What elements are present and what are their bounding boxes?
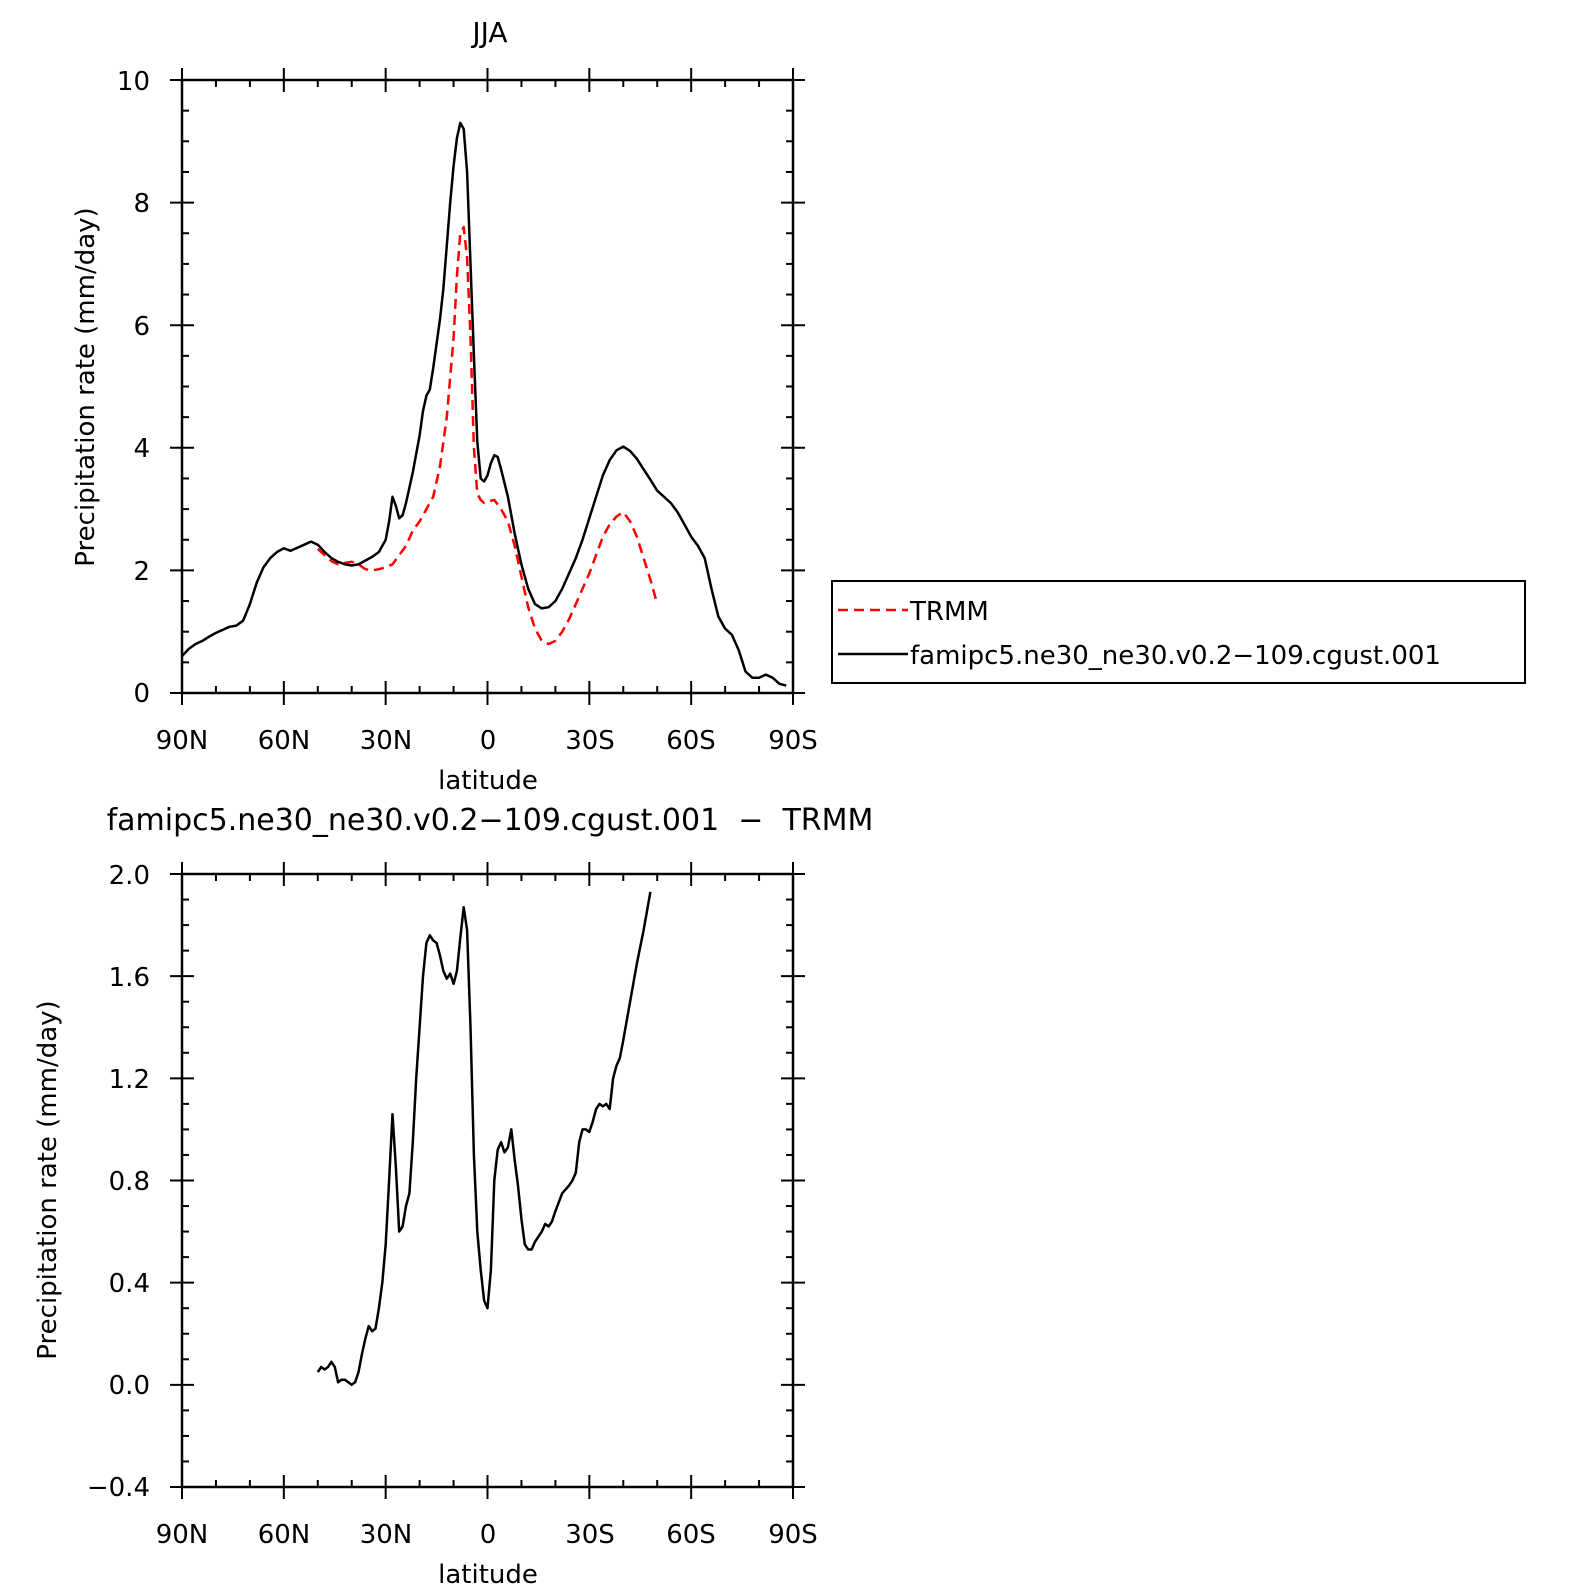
top-x-tick-label-30n: 30N [360, 726, 413, 756]
top-title: JJA [470, 16, 507, 49]
top-x-tick-label-0: 0 [480, 726, 497, 756]
top-y-tick-labels: 0 2 4 6 8 10 [117, 67, 150, 709]
top-y-tick-label-10: 10 [117, 67, 150, 97]
top-y-axis-label: Precipitation rate (mm/day) [71, 207, 101, 566]
top-x-tick-labels: 90N 60N 30N 0 30S 60S 90S [156, 726, 818, 756]
bottom-y-tick-label-1-6: 1.6 [109, 963, 150, 993]
bottom-x-tick-labels: 90N 60N 30N 0 30S 60S 90S [156, 1520, 818, 1550]
bottom-y-tick-label-0-4: 0.4 [109, 1269, 150, 1299]
top-y-tick-label-8: 8 [133, 189, 150, 219]
bottom-plot-frame [180, 872, 795, 1489]
top-ticks [170, 68, 805, 705]
bottom-x-tick-label-90s: 90S [768, 1520, 818, 1550]
top-series-line-0 [316, 225, 659, 646]
top-x-tick-label-90n: 90N [156, 726, 209, 756]
top-x-tick-label-60n: 60N [258, 726, 311, 756]
bottom-y-tick-label-2-0: 2.0 [109, 861, 150, 891]
legend-box [831, 580, 1526, 684]
bottom-panel: famipc5.ne30_ne30.v0.2−109.cgust.001 − T… [33, 803, 873, 1590]
top-y-tick-label-0: 0 [133, 679, 150, 709]
bottom-x-tick-label-0: 0 [480, 1520, 497, 1550]
bottom-x-tick-label-30n: 30N [360, 1520, 413, 1550]
top-x-tick-label-30s: 30S [565, 726, 615, 756]
top-y-tick-label-6: 6 [133, 312, 150, 342]
bottom-y-tick-label-0-0: 0.0 [109, 1371, 150, 1401]
top-x-tick-label-90s: 90S [768, 726, 818, 756]
top-y-tick-label-4: 4 [133, 434, 150, 464]
top-plot-series [181, 121, 787, 687]
bottom-plot-series [316, 891, 652, 1387]
legend: TRMM famipc5.ne30_ne30.v0.2−109.cgust.00… [831, 580, 1526, 684]
top-plot-frame [180, 78, 795, 695]
bottom-series-line-0 [316, 891, 652, 1387]
bottom-x-tick-label-30s: 30S [565, 1520, 615, 1550]
top-x-tick-label-60s: 60S [666, 726, 716, 756]
top-y-tick-label-2: 2 [133, 557, 150, 587]
bottom-x-tick-label-60n: 60N [258, 1520, 311, 1550]
bottom-x-axis-label: latitude [438, 1560, 538, 1590]
bottom-y-tick-label-neg0-4: −0.4 [87, 1473, 150, 1503]
top-panel: JJA 90N 60N 30N 0 30S 60S 90S 0 2 4 6 8 … [71, 16, 818, 796]
bottom-y-axis-label: Precipitation rate (mm/day) [33, 1000, 63, 1359]
bottom-y-tick-label-0-8: 0.8 [109, 1167, 150, 1197]
bottom-x-tick-label-60s: 60S [666, 1520, 716, 1550]
bottom-ticks [170, 862, 805, 1499]
top-x-axis-label: latitude [438, 766, 538, 796]
bottom-title: famipc5.ne30_ne30.v0.2−109.cgust.001 − T… [107, 803, 874, 838]
top-series-line-1 [181, 121, 787, 687]
legend-label-trmm: TRMM [909, 597, 989, 627]
bottom-y-tick-label-1-2: 1.2 [109, 1065, 150, 1095]
bottom-x-tick-label-90n: 90N [156, 1520, 209, 1550]
legend-label-model: famipc5.ne30_ne30.v0.2−109.cgust.001 [910, 641, 1441, 671]
bottom-y-tick-labels: −0.4 0.0 0.4 0.8 1.2 1.6 2.0 [87, 861, 150, 1503]
